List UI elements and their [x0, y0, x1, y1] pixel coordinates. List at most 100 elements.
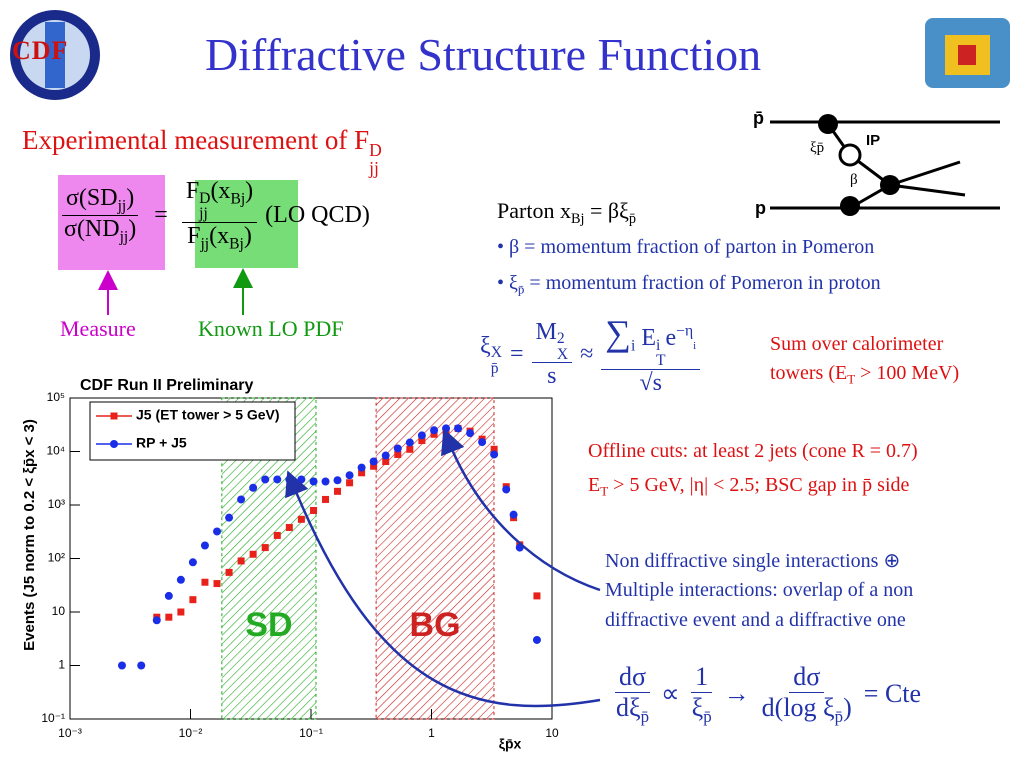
y-tick-label: 10²: [48, 551, 65, 565]
fraction: dσ dξp̄: [612, 662, 653, 727]
marker: [509, 510, 518, 519]
y-tick-label: 10⁴: [46, 444, 65, 458]
diagram-label: ξp̄: [810, 140, 825, 156]
y-tick-label: 10: [52, 604, 66, 618]
marker: [382, 458, 390, 466]
vertex: [818, 114, 838, 134]
marker: [177, 608, 185, 616]
sub: jj: [117, 197, 127, 215]
sub: jj: [199, 205, 208, 223]
marker: [237, 557, 245, 565]
marker: [237, 495, 246, 504]
sup: D: [199, 189, 211, 207]
text: σ(SD: [65, 184, 118, 211]
marker: [309, 477, 318, 486]
marker: [490, 445, 498, 453]
x-tick-label: 10⁻²: [179, 726, 203, 740]
arrow: →: [723, 679, 750, 709]
nondiff: diffractive event and a diffractive one: [605, 609, 906, 631]
marker: [201, 578, 209, 586]
bullet: • ξp̄ = momentum fraction of Pomeron in …: [497, 272, 881, 298]
parton: Parton xBj = βξp̄: [497, 198, 636, 228]
sup: X: [490, 344, 502, 362]
text: = Cte: [863, 679, 922, 709]
region-label: SD: [245, 606, 292, 644]
sub: jj: [200, 235, 210, 253]
text: s: [547, 363, 557, 390]
marker: [394, 450, 402, 458]
marker: [430, 426, 439, 435]
text: d(log ξ: [761, 693, 835, 722]
cuts: ET > 5 GeV, |η| < 2.5; BSC gap in p̄ sid…: [588, 474, 909, 500]
marker: [533, 592, 541, 600]
x-tick-label: 1: [428, 726, 435, 740]
marker: [466, 429, 475, 438]
sub: i: [630, 337, 636, 355]
label: Measure: [60, 316, 136, 341]
sub: p̄: [490, 359, 499, 377]
pomeron-vertex: [838, 143, 862, 167]
nondiff: Multiple interactions: overlap of a non: [605, 579, 914, 601]
fraction: σ(SDjj) σ(NDjj): [60, 185, 140, 247]
text: ): [128, 216, 137, 243]
sub: p̄: [628, 211, 637, 227]
sub: Bj: [230, 190, 246, 208]
legend-marker: [110, 440, 118, 448]
bullet: • β = momentum fraction of parton in Pom…: [497, 236, 875, 258]
diagram-label: β: [850, 172, 858, 188]
plot: SD BG 10⁻³ 10⁻² 10⁻¹ 1 10 10⁻¹ 1 10 10² 10³ 10⁴ 10⁵ CD…: [21, 377, 559, 751]
chart-title: CDF Run II Preliminary: [80, 377, 253, 394]
marker: [213, 527, 222, 536]
text: ): [245, 178, 254, 204]
sub: T: [847, 371, 856, 387]
pdf-box: [195, 180, 298, 268]
cuts: Offline cuts: at least 2 jets (cone R = …: [588, 440, 918, 462]
text: ξ: [480, 332, 491, 359]
region-label: BG: [410, 606, 461, 644]
marker: [261, 475, 270, 484]
sup: −η: [676, 322, 694, 340]
marker: [117, 661, 126, 670]
detector-center: [958, 45, 976, 65]
text: E: [588, 474, 601, 496]
marker: [273, 475, 282, 484]
note: towers (ET > 100 MeV): [770, 362, 959, 388]
vertex: [840, 196, 860, 216]
sup: i: [655, 336, 661, 354]
x-tick-label: 10⁻¹: [299, 726, 323, 740]
marker: [321, 477, 330, 486]
marker: [297, 475, 306, 484]
title: Diffractive Structure Function: [205, 29, 762, 80]
marker: [502, 485, 511, 494]
y-tick-label: 10⁻¹: [41, 711, 65, 725]
marker: [370, 462, 378, 470]
marker: [188, 558, 197, 567]
label: Known LO PDF: [198, 316, 344, 341]
legend-label: RP + J5: [136, 435, 187, 451]
marker: [346, 479, 354, 487]
text: M: [535, 318, 557, 345]
marker: [417, 431, 426, 440]
diagram: [770, 120, 1000, 210]
marker: [310, 506, 318, 514]
marker: [405, 438, 414, 447]
text: σ(ND: [64, 216, 120, 243]
text: • ξ: [497, 272, 518, 294]
text: ∑: [605, 313, 631, 353]
sub: Bj: [229, 235, 244, 253]
marker: [418, 437, 426, 445]
marker: [357, 463, 366, 472]
sub: jj: [119, 228, 129, 246]
arrow: [441, 428, 601, 592]
text: (x: [210, 178, 231, 204]
text: ): [126, 184, 135, 211]
jet: [889, 160, 961, 187]
x-tick-label: 10: [545, 726, 559, 740]
marker: [322, 495, 330, 503]
text: > 5 GeV, |η| < 2.5; BSC gap in p̄ side: [608, 474, 910, 496]
marker: [490, 450, 499, 459]
arrow: [285, 470, 601, 708]
